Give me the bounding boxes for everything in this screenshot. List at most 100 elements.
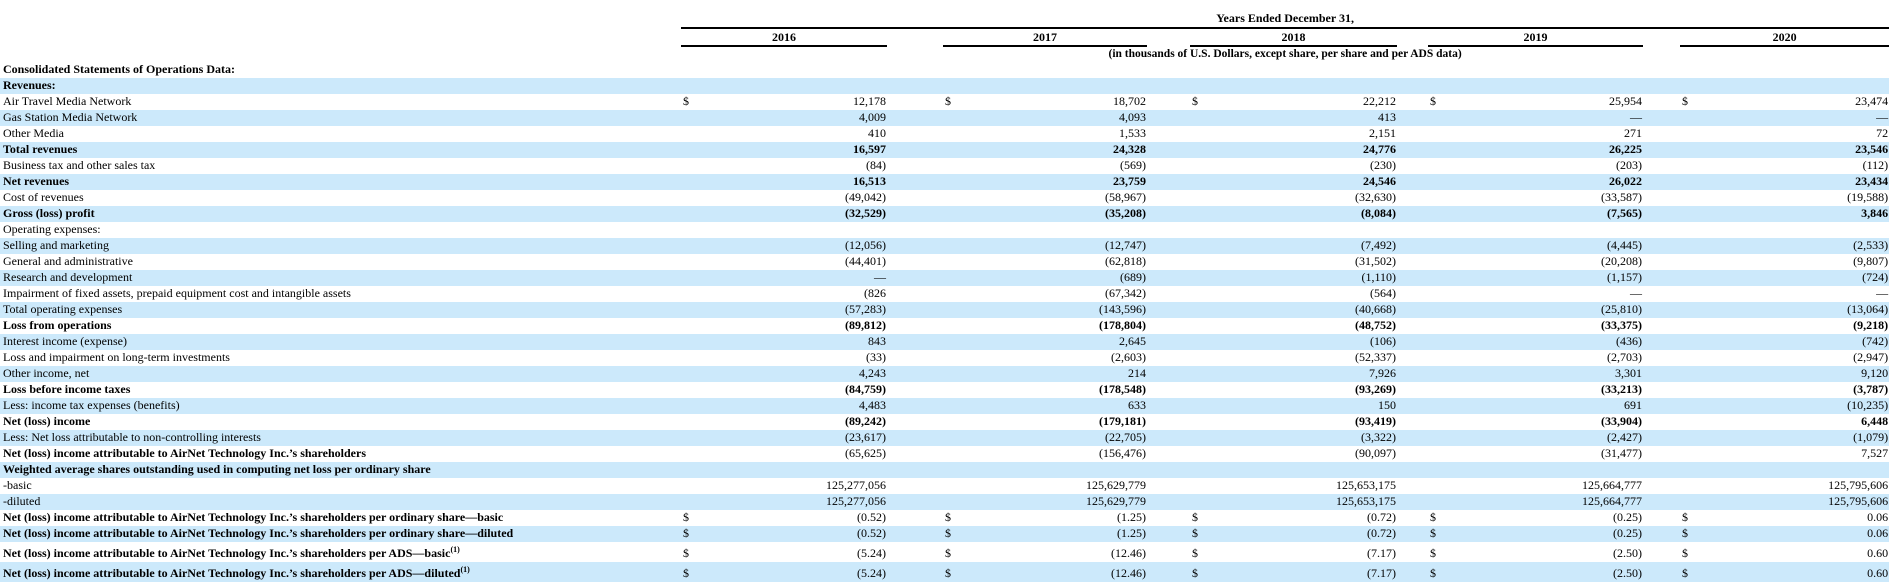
cell-2017: (156,476) xyxy=(1099,446,1146,460)
spacer xyxy=(1643,562,1680,582)
cell-2019: (0.25) xyxy=(1452,526,1643,542)
row-label: Research and development xyxy=(0,270,665,286)
dollar-sign-2019 xyxy=(1428,398,1452,414)
spacer xyxy=(1643,222,1680,238)
spacer xyxy=(887,110,943,126)
table-row: Net (loss) income attributable to AirNet… xyxy=(0,526,1889,542)
cell-2020: (2,533) xyxy=(1704,238,1889,254)
dollar-sign-2019: $ xyxy=(1428,562,1452,582)
cell-2019: 691 xyxy=(1452,398,1643,414)
dollar-sign-2020: $ xyxy=(1682,546,1688,560)
dollar-sign-2016 xyxy=(681,270,705,286)
dollar-sign-2016: $ xyxy=(683,510,689,524)
dollar-sign-2017 xyxy=(943,414,967,430)
row-label: Net (loss) income attributable to AirNet… xyxy=(0,526,665,542)
spacer xyxy=(1397,206,1428,222)
spacer xyxy=(665,382,681,398)
spacer xyxy=(1643,206,1680,222)
row-label-text: Revenues: xyxy=(3,78,56,92)
cell-2018: (564) xyxy=(1370,286,1396,300)
row-label: Operating expenses: xyxy=(0,222,665,238)
year-column-header-2020: 2020 xyxy=(1680,28,1889,47)
dollar-sign-2019 xyxy=(1428,270,1452,286)
row-label: Cost of revenues xyxy=(0,190,665,206)
cell-2019: (33,375) xyxy=(1601,318,1642,332)
cell-2018: (7,492) xyxy=(1214,238,1397,254)
dollar-sign-2016 xyxy=(681,334,705,350)
spacer xyxy=(1397,110,1428,126)
spacer xyxy=(1643,542,1680,562)
dollar-sign-2020 xyxy=(1680,126,1704,142)
cell-2020: 72 xyxy=(1876,126,1889,140)
dollar-sign-2020 xyxy=(1680,494,1704,510)
spacer xyxy=(665,350,681,366)
cell-2017 xyxy=(967,222,1147,238)
dollar-sign-2019 xyxy=(1428,62,1452,78)
cell-2020 xyxy=(1704,462,1889,478)
row-label: Net (loss) income attributable to AirNet… xyxy=(0,562,665,582)
cell-2017: 4,093 xyxy=(967,110,1147,126)
cell-2019 xyxy=(1452,462,1643,478)
spacer xyxy=(665,174,681,190)
spacer xyxy=(0,46,681,62)
row-label-text: Total operating expenses xyxy=(3,302,123,316)
dollar-sign-2019: $ xyxy=(1430,546,1436,560)
dollar-sign-2018 xyxy=(1190,142,1214,158)
table-row: Operating expenses: xyxy=(0,222,1889,238)
dollar-sign-2019 xyxy=(1428,142,1452,158)
spacer xyxy=(1147,542,1190,562)
row-label: Net (loss) income attributable to AirNet… xyxy=(0,542,665,562)
dollar-sign-2016 xyxy=(681,206,705,222)
spacer xyxy=(887,94,943,110)
dollar-sign-2019 xyxy=(1428,478,1452,494)
dollar-sign-2018 xyxy=(1190,382,1214,398)
cell-2018: 7,926 xyxy=(1214,366,1397,382)
dollar-sign-2020 xyxy=(1680,350,1704,366)
dollar-sign-2016 xyxy=(681,414,705,430)
table-row: Loss and impairment on long-term investm… xyxy=(0,350,1889,366)
dollar-sign-2019 xyxy=(1428,366,1452,382)
table-row: Loss from operations (89,812) (178,804) (48… xyxy=(0,318,1889,334)
dollar-sign-2020 xyxy=(1680,174,1704,190)
cell-2016 xyxy=(705,222,887,238)
table-row: Less: Net loss attributable to non-contr… xyxy=(0,430,1889,446)
cell-2019: (33,213) xyxy=(1601,382,1642,396)
dollar-sign-2018 xyxy=(1190,222,1214,238)
dollar-sign-2020 xyxy=(1680,446,1704,462)
cell-2016: (0.52) xyxy=(857,510,886,524)
spacer xyxy=(1643,430,1680,446)
cell-2016: (0.52) xyxy=(705,526,887,542)
dollar-sign-2016 xyxy=(681,174,705,190)
row-label: Gas Station Media Network xyxy=(0,110,665,126)
dollar-sign-2019 xyxy=(1428,414,1452,430)
spacer xyxy=(1643,462,1680,478)
dollar-sign-2017 xyxy=(943,222,967,238)
cell-2016: 4,009 xyxy=(705,110,887,126)
cell-2020: (112) xyxy=(1862,158,1889,172)
cell-2016: (23,617) xyxy=(705,430,887,446)
dollar-sign-2018 xyxy=(1190,334,1214,350)
cell-2019: — xyxy=(1452,110,1643,126)
cell-2017: (569) xyxy=(1120,158,1146,172)
dollar-sign-2017 xyxy=(943,78,967,94)
spacer xyxy=(665,270,681,286)
spacer xyxy=(887,462,943,478)
spacer xyxy=(1397,494,1428,510)
table-row: Selling and marketing (12,056) (12,747) (7,… xyxy=(0,238,1889,254)
cell-2018: (90,097) xyxy=(1355,446,1396,460)
cell-2017: (143,596) xyxy=(967,302,1147,318)
spacer xyxy=(665,302,681,318)
dollar-sign-2016 xyxy=(681,142,705,158)
row-label-text: Weighted average shares outstanding used… xyxy=(3,462,431,476)
cell-2020: — xyxy=(1704,110,1889,126)
cell-2016: (49,042) xyxy=(845,190,886,204)
dollar-sign-2020 xyxy=(1680,430,1704,446)
dollar-sign-2019 xyxy=(1428,430,1452,446)
cell-2016: (5.24) xyxy=(857,546,886,560)
cell-2018: 125,653,175 xyxy=(1336,478,1396,492)
dollar-sign-2016 xyxy=(681,62,705,78)
table-row: Less: income tax expenses (benefits) 4,48… xyxy=(0,398,1889,414)
spacer xyxy=(887,562,943,582)
dollar-sign-2017 xyxy=(943,206,967,222)
cell-2020: (742) xyxy=(1704,334,1889,350)
